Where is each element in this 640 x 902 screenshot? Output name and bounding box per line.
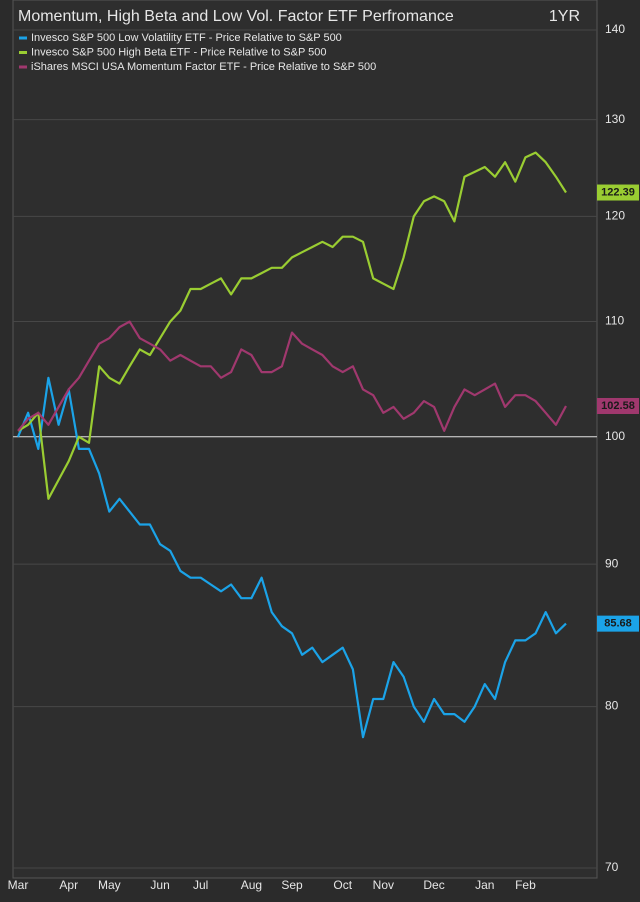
legend-label: Invesco S&P 500 High Beta ETF - Price Re… <box>31 46 327 58</box>
value-label: 122.39 <box>601 186 635 198</box>
y-tick-label: 90 <box>605 556 619 570</box>
series-line <box>16 376 567 739</box>
x-tick-label: Jan <box>475 878 494 892</box>
legend-label: iShares MSCI USA Momentum Factor ETF - P… <box>31 61 376 73</box>
x-tick-label: Nov <box>373 878 394 892</box>
y-tick-label: 120 <box>605 209 625 223</box>
x-tick-label: Oct <box>333 878 352 892</box>
x-tick-label: May <box>98 878 121 892</box>
x-tick-label: Aug <box>241 878 262 892</box>
x-tick-label: Jun <box>150 878 169 892</box>
period-label: 1YR <box>549 8 580 25</box>
x-tick-label: Dec <box>423 878 444 892</box>
y-tick-label: 130 <box>605 112 625 126</box>
value-label-bg <box>597 615 639 632</box>
y-tick-label: 140 <box>605 22 625 36</box>
plot-area <box>12 0 598 879</box>
value-label-bg <box>597 397 639 414</box>
x-tick-label: Sep <box>281 878 303 892</box>
series-line <box>17 320 567 432</box>
value-label: 85.68 <box>604 618 632 630</box>
x-tick-label: Mar <box>8 878 29 892</box>
y-tick-label: 70 <box>605 860 619 874</box>
y-tick-label: 100 <box>605 429 625 443</box>
x-tick-label: Feb <box>515 878 536 892</box>
legend-label: Invesco S&P 500 Low Volatility ETF - Pri… <box>31 32 342 44</box>
value-label: 102.58 <box>601 400 635 412</box>
series-line <box>17 151 567 500</box>
y-tick-label: 80 <box>605 699 619 713</box>
x-tick-label: Apr <box>59 878 78 892</box>
x-tick-label: Jul <box>193 878 208 892</box>
y-tick-label: 110 <box>605 314 624 328</box>
value-label-bg <box>597 184 639 201</box>
chart-title: Momentum, High Beta and Low Vol. Factor … <box>18 8 454 25</box>
